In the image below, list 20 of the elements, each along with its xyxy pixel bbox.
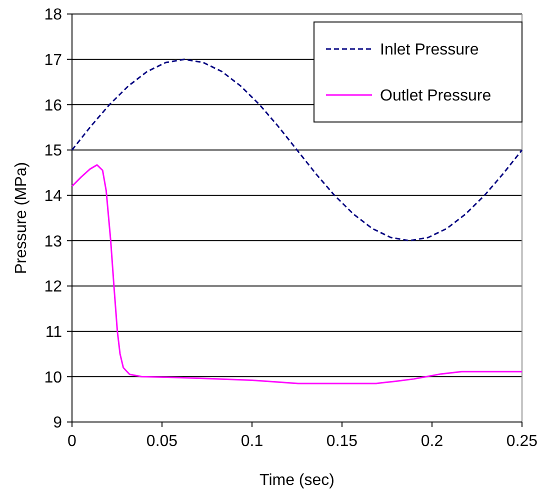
y-tick-label: 17 [44,52,62,69]
x-axis-title: Time (sec) [260,472,334,489]
y-tick-label: 13 [44,233,62,250]
y-tick-label: 15 [44,142,62,160]
x-tick-label: 0.05 [146,433,178,450]
y-tick-label: 18 [44,6,62,24]
y-tick-label: 10 [44,369,62,386]
legend-label: Outlet Pressure [380,88,492,105]
y-axis-title: Pressure (MPa) [13,162,30,274]
y-tick-label: 11 [45,324,62,341]
y-tick-label: 14 [44,188,62,205]
y-tick-label: 9 [53,414,62,432]
y-tick-label: 16 [44,97,62,114]
legend-label: Inlet Pressure [380,42,479,59]
x-tick-label: 0.1 [240,433,264,450]
x-tick-label: 0.2 [420,433,444,450]
x-tick-label: 0.15 [326,433,358,450]
y-tick-label: 12 [44,278,62,296]
x-tick-label: 0.25 [506,433,538,450]
x-tick-label: 0 [68,433,77,450]
